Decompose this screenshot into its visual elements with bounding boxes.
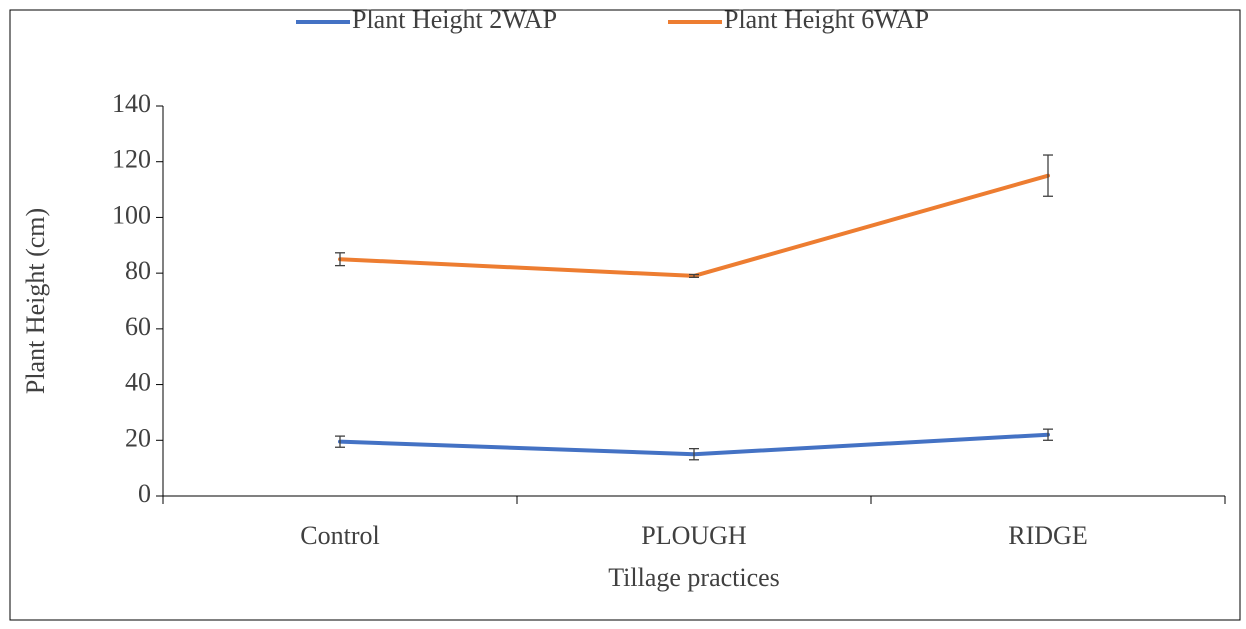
x-tick-label: PLOUGH	[641, 521, 747, 550]
y-tick-label: 120	[112, 145, 151, 174]
y-tick-label: 100	[112, 200, 151, 229]
x-axis-label: Tillage practices	[608, 563, 780, 592]
y-tick-label: 40	[125, 368, 151, 397]
y-tick-label: 60	[125, 312, 151, 341]
chart-border	[9, 9, 1241, 621]
y-tick-label: 20	[125, 423, 151, 452]
x-tick-label: RIDGE	[1008, 521, 1087, 550]
y-tick-label: 80	[125, 256, 151, 285]
y-tick-label: 140	[112, 89, 151, 118]
y-axis-label: Plant Height (cm)	[21, 208, 50, 394]
legend-label: Plant Height 6WAP	[724, 5, 929, 34]
y-tick-label: 0	[138, 479, 151, 508]
legend-label: Plant Height 2WAP	[352, 5, 557, 34]
x-tick-label: Control	[300, 521, 379, 550]
